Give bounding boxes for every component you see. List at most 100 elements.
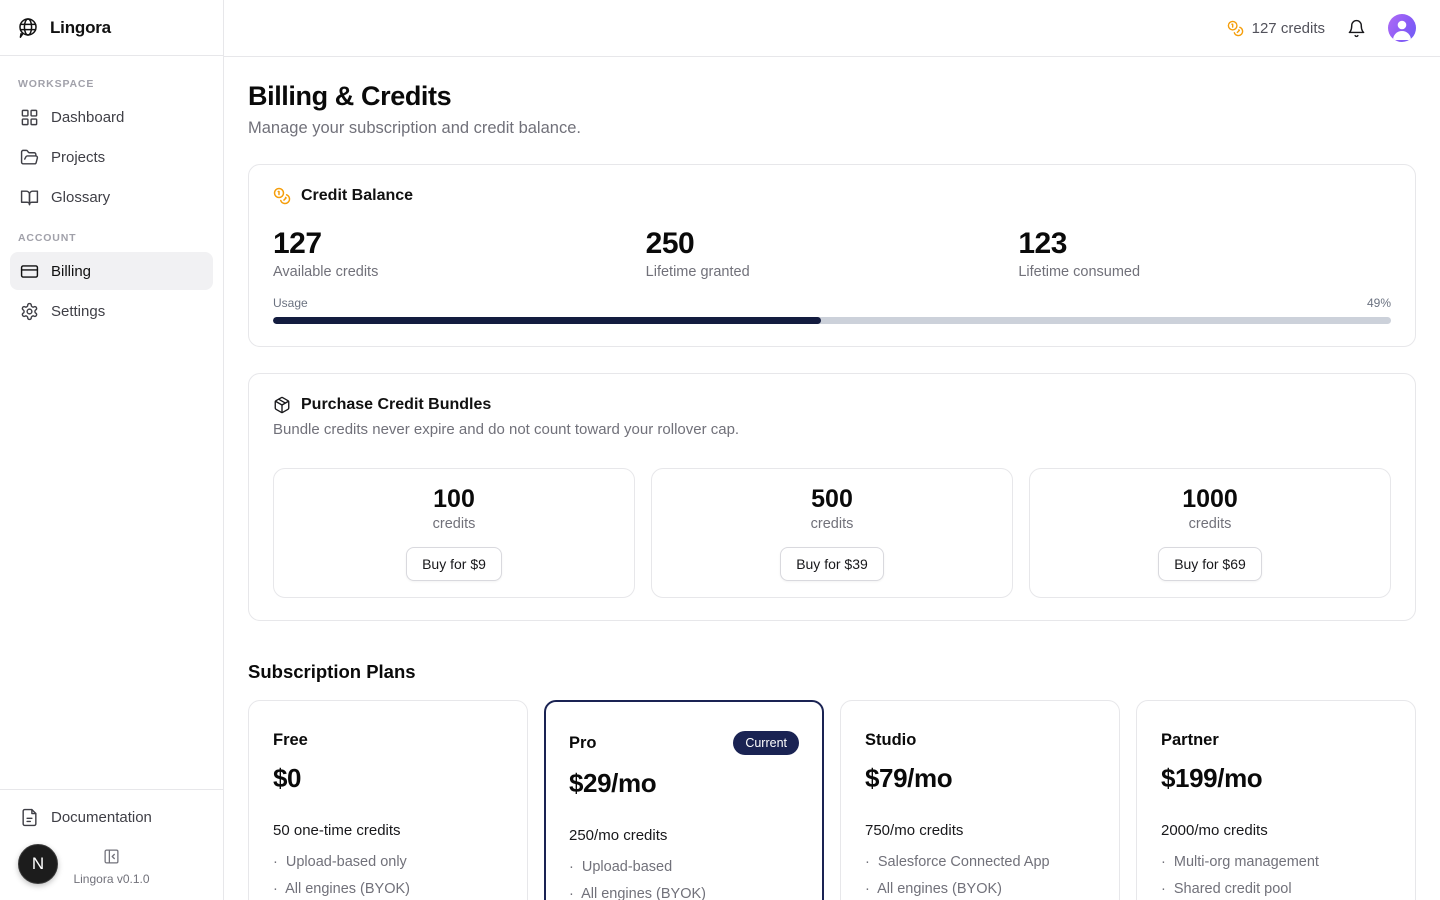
credits-indicator: 127 credits — [1227, 20, 1325, 37]
user-avatar[interactable] — [1388, 14, 1416, 42]
sidebar: Lingora WORKSPACE Dashboard — [0, 0, 224, 900]
stat-lifetime-consumed: 123 Lifetime consumed — [1018, 227, 1391, 280]
sidebar-item-label: Projects — [51, 148, 106, 166]
nextjs-dev-badge[interactable]: N — [18, 844, 58, 884]
plan-credits: 50 one-time credits — [273, 822, 401, 839]
logo-globe-chat-icon — [16, 16, 40, 40]
main-column: 127 credits Billing & Credits Manage you… — [224, 0, 1440, 900]
stat-label: Lifetime consumed — [1018, 264, 1141, 280]
gear-icon — [20, 302, 39, 321]
buy-bundle-button[interactable]: Buy for $39 — [780, 547, 884, 581]
sidebar-item-dashboard[interactable]: Dashboard — [10, 98, 213, 136]
sidebar-item-documentation[interactable]: Documentation — [10, 798, 213, 836]
plan-features: Salesforce Connected App All engines (BY… — [865, 854, 1095, 897]
sidebar-item-label: Documentation — [51, 808, 152, 826]
credit-card-icon — [20, 262, 39, 281]
bundle-unit: credits — [1188, 516, 1232, 532]
plan-price: $199/mo — [1161, 763, 1263, 793]
bundle-amount: 1000 — [1182, 485, 1238, 513]
plan-credits: 750/mo credits — [865, 822, 964, 839]
usage-block: Usage 49% — [273, 296, 1391, 324]
coins-icon — [1227, 20, 1244, 37]
plan-name: Partner — [1161, 731, 1219, 749]
stat-value: 250 — [645, 227, 695, 260]
dashboard-grid-icon — [20, 108, 39, 127]
sidebar-item-projects[interactable]: Projects — [10, 138, 213, 176]
credit-balance-card: Credit Balance 127 Available credits 250… — [248, 164, 1416, 347]
page-title: Billing & Credits — [248, 81, 452, 111]
nav-section-workspace: WORKSPACE — [18, 78, 95, 90]
plan-features: Upload-based All engines (BYOK) — [569, 859, 799, 900]
brand-header: Lingora — [0, 0, 223, 56]
subscription-plans-title: Subscription Plans — [248, 661, 416, 682]
sidebar-item-label: Settings — [51, 302, 106, 320]
buy-bundle-button[interactable]: Buy for $69 — [1158, 547, 1262, 581]
plan-credits: 250/mo credits — [569, 827, 668, 844]
plan-features: Multi-org management Shared credit pool — [1161, 854, 1391, 897]
plan-feature: Upload-based only — [273, 854, 503, 870]
sidebar-item-settings[interactable]: Settings — [10, 292, 213, 330]
plan-price: $79/mo — [865, 763, 953, 793]
plan-feature: Upload-based — [569, 859, 799, 875]
plan-feature: All engines (BYOK) — [273, 881, 503, 897]
bundle-unit: credits — [432, 516, 476, 532]
credits-count-label: 127 credits — [1251, 19, 1325, 37]
plan-name: Free — [273, 731, 308, 749]
bundles-subtitle: Bundle credits never expire and do not c… — [273, 421, 740, 438]
usage-progress-bar — [273, 317, 1391, 324]
sidebar-footer-bottom: Lingora v0.1.0 — [10, 840, 213, 890]
folder-open-icon — [20, 148, 39, 167]
app-version: Lingora v0.1.0 — [73, 872, 150, 886]
file-text-icon — [20, 808, 39, 827]
sidebar-item-label: Dashboard — [51, 108, 125, 126]
plan-credits: 2000/mo credits — [1161, 822, 1268, 839]
billing-page: Billing & Credits Manage your subscripti… — [224, 57, 1440, 900]
sidebar-nav: WORKSPACE Dashboard Projects — [0, 56, 223, 789]
credit-balance-title: Credit Balance — [301, 187, 414, 204]
nav-section-account: ACCOUNT — [18, 232, 77, 244]
stat-value: 127 — [273, 227, 322, 260]
bundle-card-100: 100 credits Buy for $9 — [273, 468, 635, 598]
bundles-grid: 100 credits Buy for $9 500 credits Buy f… — [273, 468, 1391, 598]
plan-price: $0 — [273, 763, 302, 793]
stat-value: 123 — [1018, 227, 1067, 260]
collapse-sidebar-icon[interactable] — [103, 848, 120, 865]
current-plan-badge: Current — [733, 731, 799, 755]
buy-bundle-button[interactable]: Buy for $9 — [406, 547, 502, 581]
package-icon — [273, 396, 291, 414]
sidebar-item-billing[interactable]: Billing — [10, 252, 213, 290]
plan-feature: All engines (BYOK) — [865, 881, 1095, 897]
stat-available-credits: 127 Available credits — [273, 227, 646, 280]
page-subtitle: Manage your subscription and credit bala… — [248, 119, 581, 137]
usage-percent: 49% — [1366, 296, 1391, 310]
sidebar-item-glossary[interactable]: Glossary — [10, 178, 213, 216]
plan-features: Upload-based only All engines (BYOK) — [273, 854, 503, 897]
coins-icon — [273, 187, 291, 205]
plan-name: Pro — [569, 733, 597, 752]
stat-label: Available credits — [273, 264, 379, 280]
bundle-amount: 100 — [433, 485, 475, 513]
usage-progress-fill — [273, 317, 821, 324]
stat-lifetime-granted: 250 Lifetime granted — [646, 227, 1019, 280]
book-open-icon — [20, 188, 39, 207]
plan-feature: Shared credit pool — [1161, 881, 1391, 897]
sidebar-footer: Documentation Lingora v0.1.0 N — [0, 789, 223, 900]
credit-stats: 127 Available credits 250 Lifetime grant… — [273, 227, 1391, 280]
brand-name: Lingora — [50, 17, 111, 37]
purchase-bundles-card: Purchase Credit Bundles Bundle credits n… — [248, 373, 1416, 621]
plan-feature: All engines (BYOK) — [569, 886, 799, 900]
plan-card-pro: Pro Current $29/mo 250/mo credits Upload… — [544, 700, 824, 900]
plan-feature: Salesforce Connected App — [865, 854, 1095, 870]
plan-card-partner: Partner $199/mo 2000/mo credits Multi-or… — [1136, 700, 1416, 900]
usage-label: Usage — [273, 296, 308, 310]
sidebar-item-label: Glossary — [51, 188, 111, 206]
notifications-bell-icon[interactable] — [1347, 19, 1366, 38]
credit-balance-header: Credit Balance — [273, 187, 1391, 205]
bundles-header: Purchase Credit Bundles — [273, 396, 1391, 414]
plan-price: $29/mo — [569, 768, 657, 798]
sidebar-item-label: Billing — [51, 262, 92, 280]
bundle-card-500: 500 credits Buy for $39 — [651, 468, 1013, 598]
plan-card-free: Free $0 50 one-time credits Upload-based… — [248, 700, 528, 900]
plan-feature: Multi-org management — [1161, 854, 1391, 870]
